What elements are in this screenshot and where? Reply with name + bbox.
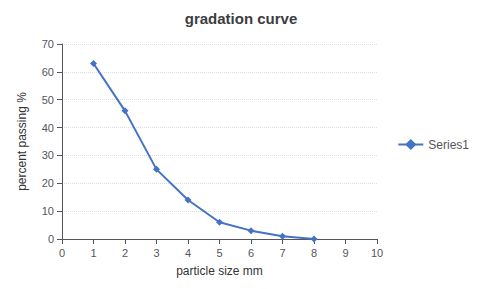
svg-text:60: 60 xyxy=(42,66,54,78)
svg-text:3: 3 xyxy=(153,247,159,259)
svg-text:20: 20 xyxy=(42,177,54,189)
svg-text:gradation curve: gradation curve xyxy=(185,10,298,27)
svg-text:40: 40 xyxy=(42,122,54,134)
svg-text:percent passing %: percent passing % xyxy=(15,92,29,191)
svg-text:30: 30 xyxy=(42,149,54,161)
svg-text:0: 0 xyxy=(48,233,54,245)
svg-text:5: 5 xyxy=(216,247,222,259)
svg-text:Series1: Series1 xyxy=(428,138,469,152)
svg-text:0: 0 xyxy=(59,247,65,259)
svg-text:50: 50 xyxy=(42,94,54,106)
svg-text:10: 10 xyxy=(42,205,54,217)
svg-text:10: 10 xyxy=(371,247,383,259)
svg-text:8: 8 xyxy=(311,247,317,259)
svg-text:particle size mm: particle size mm xyxy=(176,264,263,278)
svg-text:4: 4 xyxy=(185,247,191,259)
svg-text:9: 9 xyxy=(342,247,348,259)
svg-text:7: 7 xyxy=(279,247,285,259)
svg-text:1: 1 xyxy=(90,247,96,259)
svg-text:6: 6 xyxy=(248,247,254,259)
svg-text:70: 70 xyxy=(42,38,54,50)
svg-text:2: 2 xyxy=(122,247,128,259)
